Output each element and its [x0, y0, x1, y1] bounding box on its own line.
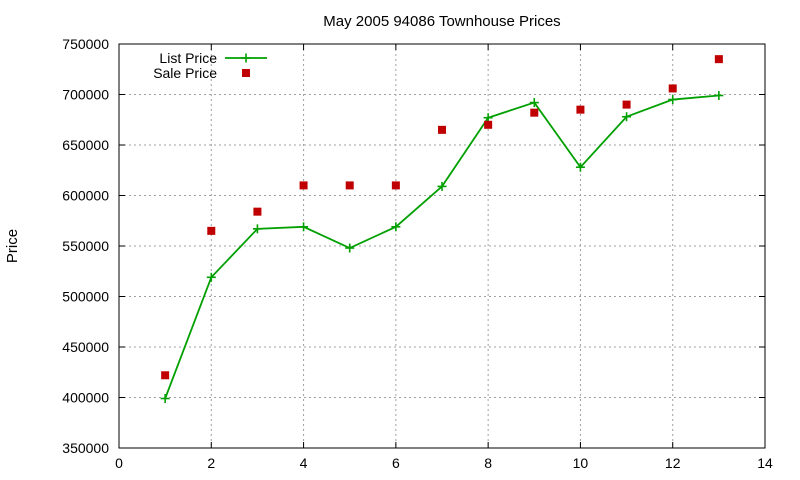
- sale-price-point: [484, 120, 493, 129]
- sale-price-point: [714, 55, 723, 64]
- list-price-point: [622, 112, 632, 122]
- sale-price-point: [530, 108, 539, 117]
- x-tick-label: 10: [573, 455, 589, 471]
- x-tick-label: 12: [665, 455, 681, 471]
- sale-price-point: [161, 371, 170, 380]
- x-tick-label: 6: [392, 455, 400, 471]
- legend-square-marker: [242, 69, 250, 77]
- y-tick-label: 550000: [62, 238, 109, 254]
- list-price-point: [252, 224, 262, 234]
- y-tick-label: 700000: [62, 87, 109, 103]
- sale-price-point: [391, 181, 400, 190]
- series-layer: [160, 55, 724, 404]
- x-tick-label: 0: [115, 455, 123, 471]
- y-tick-label: 450000: [62, 339, 109, 355]
- list-price-point: [575, 162, 585, 172]
- list-price-point: [391, 222, 401, 232]
- x-tick-label: 2: [207, 455, 215, 471]
- series-list-price: [160, 91, 724, 404]
- y-axis-label: Price: [4, 229, 21, 263]
- y-tick-label: 600000: [62, 188, 109, 204]
- sale-price-point: [438, 125, 446, 134]
- list-price-point: [483, 113, 493, 123]
- chart-title: May 2005 94086 Townhouse Prices: [323, 13, 560, 30]
- y-tick-label: 400000: [62, 390, 109, 406]
- list-price-point: [437, 181, 447, 191]
- grid: [119, 44, 765, 448]
- list-price-point: [206, 272, 216, 282]
- x-tick-label: 4: [300, 455, 308, 471]
- y-tick-label: 650000: [62, 137, 109, 153]
- legend-label: Sale Price: [153, 65, 217, 81]
- y-tick-label: 500000: [62, 289, 109, 305]
- x-tick-label: 14: [757, 455, 773, 471]
- list-price-point: [668, 95, 678, 105]
- sale-price-point: [668, 84, 677, 93]
- legend-label: List Price: [159, 50, 217, 66]
- list-price-point: [345, 243, 355, 253]
- y-tick-label: 350000: [62, 440, 109, 456]
- list-price-point: [299, 222, 309, 232]
- sale-price-point: [576, 105, 585, 114]
- sale-price-point: [299, 181, 308, 190]
- list-price-point: [160, 394, 170, 404]
- sale-price-point: [622, 100, 631, 109]
- series-sale-price: [161, 55, 723, 380]
- y-tick-label: 750000: [62, 36, 109, 52]
- sale-price-point: [207, 226, 216, 235]
- legend-plus-marker: [241, 53, 251, 63]
- list-price-point: [529, 98, 539, 108]
- x-tick-label: 8: [484, 455, 492, 471]
- list-price-point: [714, 91, 724, 101]
- sale-price-point: [253, 207, 262, 216]
- sale-price-point: [345, 181, 354, 190]
- ticks: 0 2 4 6 8 10 12 14 350000 400000 450000 500000 55000…: [62, 36, 773, 471]
